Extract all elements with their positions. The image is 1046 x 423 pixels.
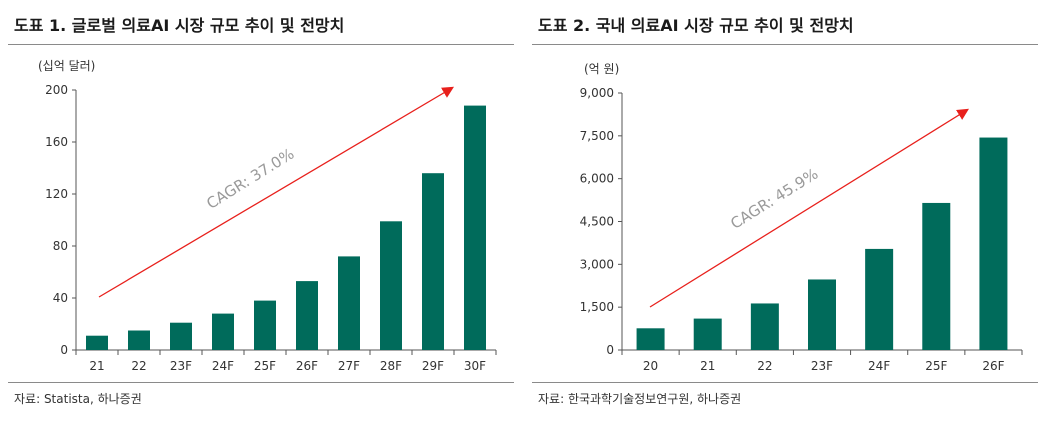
x-tick-label: 26F [982, 359, 1004, 373]
x-tick-label: 23F [811, 359, 833, 373]
x-tick-label: 24F [868, 359, 890, 373]
cagr-label: CAGR: 37.0% [203, 145, 297, 213]
bar-22 [750, 303, 779, 350]
chart-title: 도표 1. 글로벌 의료AI 시장 규모 추이 및 전망치 [14, 16, 345, 35]
x-tick-label: 20 [643, 359, 658, 373]
y-tick-label: 7,500 [580, 129, 614, 143]
bar-28F [380, 221, 402, 350]
y-tick-label: 120 [45, 187, 68, 201]
x-tick-label: 29F [422, 359, 444, 373]
source-note: 자료: Statista, 하나증권 [14, 392, 142, 406]
x-tick-label: 25F [925, 359, 947, 373]
bar-24F [212, 313, 234, 350]
x-tick-label: 28F [380, 359, 402, 373]
y-tick-label: 9,000 [580, 86, 614, 100]
title-divider [532, 44, 1038, 45]
x-tick-label: 27F [338, 359, 360, 373]
x-tick-label: 24F [212, 359, 234, 373]
chart-title: 도표 2. 국내 의료AI 시장 규모 추이 및 전망치 [538, 16, 854, 35]
title-divider [8, 44, 514, 45]
x-tick-label: 26F [296, 359, 318, 373]
x-tick-label: 25F [254, 359, 276, 373]
y-tick-label: 0 [60, 343, 68, 357]
y-tick-label: 1,500 [580, 300, 614, 314]
x-tick-label: 30F [464, 359, 486, 373]
bar-26F [296, 281, 318, 350]
bar-23F [170, 322, 192, 350]
bar-21 [86, 335, 108, 350]
x-tick-label: 23F [170, 359, 192, 373]
y-tick-label: 80 [53, 239, 68, 253]
bar-29F [422, 173, 444, 350]
bar-27F [338, 256, 360, 350]
y-tick-label: 3,000 [580, 257, 614, 271]
cagr-label: CAGR: 45.9% [727, 165, 821, 233]
bar-chart-global: (십억 달러) 0 40 80 120 160 200 21 22 23F 24F 25F 26F 27F… [38, 59, 497, 373]
y-tick-label: 40 [53, 291, 68, 305]
unit-label: (억 원) [584, 62, 619, 76]
bar-25F [254, 300, 276, 350]
bar-23F [808, 279, 836, 350]
x-tick-label: 22 [131, 359, 146, 373]
y-tick-label: 0 [606, 343, 614, 357]
bar-26F [979, 137, 1008, 350]
bar-20 [636, 328, 665, 350]
bar-21 [693, 318, 722, 350]
y-tick-label: 6,000 [580, 172, 614, 186]
source-divider [8, 382, 514, 383]
cagr-arrow [649, 108, 969, 308]
x-tick-label: 21 [89, 359, 104, 373]
source-divider [532, 382, 1038, 383]
bar-24F [865, 248, 894, 350]
y-tick-label: 200 [45, 83, 68, 97]
x-tick-label: 21 [700, 359, 715, 373]
cagr-arrow [98, 86, 455, 298]
bar-chart-domestic: (억 원) 0 1,500 3,000 4,500 6,000 7,500 9,000 20 21… [580, 62, 1023, 373]
bar-22 [128, 330, 150, 350]
x-tick-label: 22 [757, 359, 772, 373]
y-tick-label: 4,500 [580, 215, 614, 229]
bar-30F [464, 105, 486, 350]
unit-label: (십억 달러) [38, 59, 95, 73]
y-tick-label: 160 [45, 135, 68, 149]
source-note: 자료: 한국과학기술정보연구원, 하나증권 [538, 392, 742, 406]
bar-25F [922, 202, 951, 350]
